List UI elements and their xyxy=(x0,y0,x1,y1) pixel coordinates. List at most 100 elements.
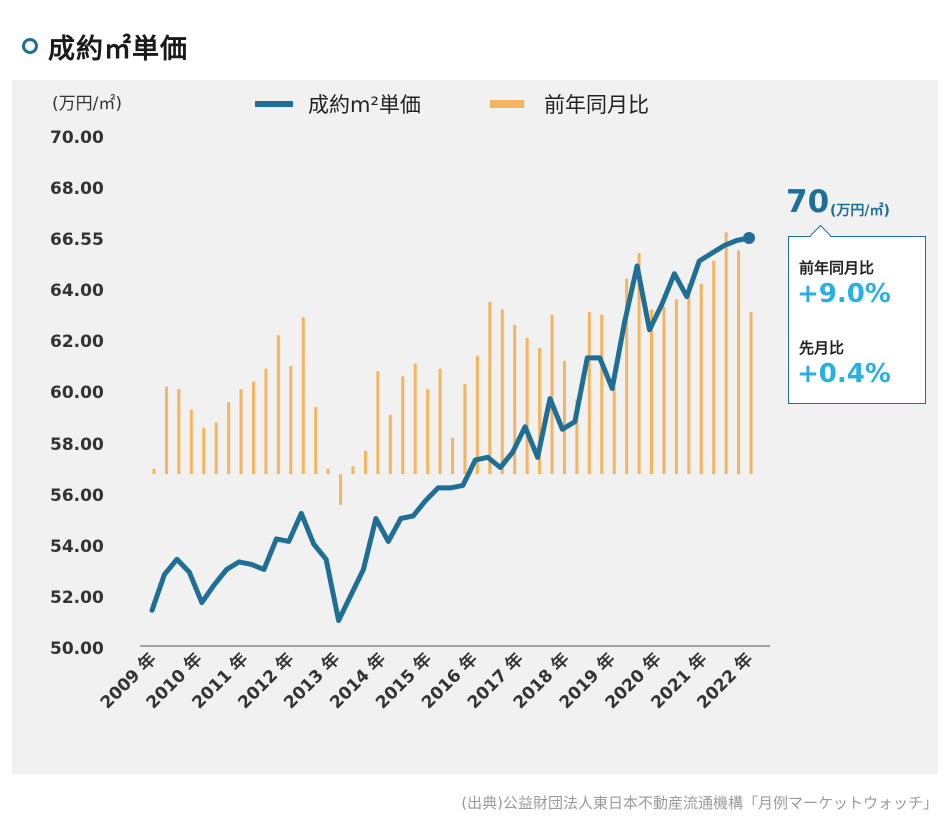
bar xyxy=(438,368,442,474)
line-point xyxy=(723,245,725,247)
bar xyxy=(600,314,604,474)
bar xyxy=(687,283,691,474)
bar xyxy=(475,355,479,474)
bar xyxy=(339,474,343,505)
bar xyxy=(401,376,405,474)
line-point xyxy=(711,252,713,254)
bar xyxy=(426,389,430,474)
line-point xyxy=(213,584,215,586)
bar xyxy=(488,301,492,474)
legend-swatch-bar xyxy=(490,100,524,108)
line-point xyxy=(611,387,613,389)
bar xyxy=(177,389,181,474)
y-tick-label: 56.00 xyxy=(50,486,104,506)
y-tick-label: 50.00 xyxy=(50,639,104,659)
bar xyxy=(575,399,579,474)
line-point xyxy=(686,296,688,298)
line-end-dot xyxy=(743,232,755,244)
y-tick-label: 60.00 xyxy=(50,383,104,403)
line-point xyxy=(151,609,153,611)
line-point xyxy=(736,240,738,242)
bar xyxy=(351,466,355,474)
bar xyxy=(164,386,168,474)
line-point xyxy=(176,558,178,560)
bar xyxy=(587,312,591,474)
line-point xyxy=(226,569,228,570)
y-tick-label: 58.00 xyxy=(50,435,104,455)
bar xyxy=(724,232,728,474)
bar xyxy=(363,450,367,474)
chart-header: 成約㎡単価 xyxy=(22,26,188,66)
line-point xyxy=(325,558,327,560)
line-point xyxy=(561,428,563,430)
line-point xyxy=(512,451,514,453)
bar xyxy=(550,314,554,474)
line-point xyxy=(362,569,364,570)
line-point xyxy=(624,321,626,323)
line-point xyxy=(300,512,302,514)
legend-label-price: 成約m²単価 xyxy=(308,93,421,117)
line-point xyxy=(425,500,427,502)
line-point xyxy=(437,487,439,489)
bar xyxy=(276,335,280,474)
line-point xyxy=(698,260,700,262)
mom-label: 先月比 xyxy=(799,339,845,357)
line-point xyxy=(288,540,290,542)
bar xyxy=(674,299,678,474)
bar xyxy=(562,360,566,474)
line-point xyxy=(649,329,650,331)
line-point xyxy=(636,265,638,267)
y-tick-label: 52.00 xyxy=(50,588,104,608)
line-point xyxy=(586,357,588,359)
line-point xyxy=(487,456,489,458)
y-tick-label: 66.55 xyxy=(50,230,104,250)
line-point xyxy=(251,563,252,565)
line-point xyxy=(524,426,526,428)
bar xyxy=(451,438,454,474)
line-point xyxy=(375,518,377,519)
line-point xyxy=(661,303,663,305)
y-axis-unit: (万円/㎡) xyxy=(52,94,122,114)
line-point xyxy=(673,273,675,275)
bar xyxy=(612,386,616,474)
line-point xyxy=(412,515,414,517)
bar xyxy=(749,312,753,474)
circle-bullet-icon xyxy=(22,38,38,54)
y-tick-label: 70.00 xyxy=(50,128,104,148)
bar xyxy=(413,363,417,474)
bar xyxy=(650,309,653,474)
bar xyxy=(214,422,218,474)
bar xyxy=(500,309,504,474)
line-point xyxy=(549,398,551,400)
bar xyxy=(388,414,392,474)
line-point xyxy=(450,487,451,489)
bar xyxy=(463,384,467,474)
mom-value: +0.4% xyxy=(797,359,891,389)
bar xyxy=(314,407,318,474)
line-point xyxy=(400,518,402,519)
bar xyxy=(301,317,305,474)
bar xyxy=(326,468,330,474)
line-point xyxy=(338,620,340,621)
callout-value: 70 xyxy=(786,184,830,220)
bar xyxy=(252,381,255,474)
bar xyxy=(513,324,517,474)
line-point xyxy=(387,540,389,542)
y-tick-label: 62.00 xyxy=(50,332,104,352)
line-point xyxy=(350,594,352,596)
line-point xyxy=(313,543,315,545)
yoy-value: +9.0% xyxy=(797,279,891,309)
legend-label-yoy: 前年同月比 xyxy=(544,93,649,117)
line-point xyxy=(462,484,464,486)
y-tick-label: 64.00 xyxy=(50,281,104,301)
bar xyxy=(538,348,542,474)
source-note: (出典)公益財団法人東日本不動産流通機構「月例マーケットウォッチ」 xyxy=(461,794,938,812)
line-point xyxy=(474,459,476,461)
y-tick-label: 68.00 xyxy=(50,179,104,199)
line-point xyxy=(574,421,576,423)
chart-title: 成約㎡単価 xyxy=(48,33,188,65)
y-tick-label: 54.00 xyxy=(50,537,104,557)
line-point xyxy=(201,602,203,604)
bar xyxy=(637,252,641,474)
